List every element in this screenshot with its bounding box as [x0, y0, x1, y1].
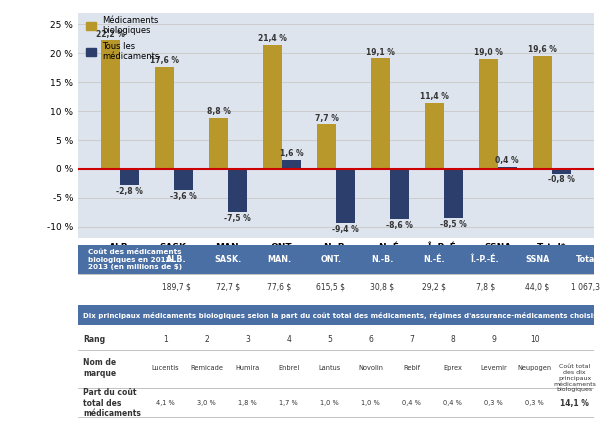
Text: Dix principaux médicaments biologiques selon la part du coût total des médicamen: Dix principaux médicaments biologiques s… — [83, 311, 600, 319]
Text: Part du coût
total des
médicaments: Part du coût total des médicaments — [83, 388, 141, 418]
Text: 17,6 %: 17,6 % — [151, 57, 179, 65]
Text: Nom de
marque: Nom de marque — [83, 358, 116, 378]
Text: -2,8 %: -2,8 % — [116, 187, 143, 196]
Text: 0,3 %: 0,3 % — [484, 400, 503, 406]
Text: 3: 3 — [245, 335, 250, 344]
Text: 44,0 $: 44,0 $ — [525, 282, 550, 291]
Bar — [101, 41, 121, 169]
Text: 8: 8 — [451, 335, 455, 344]
Text: 189,7 $: 189,7 $ — [161, 282, 190, 291]
Text: Total*: Total* — [576, 255, 600, 265]
Text: N.-B.: N.-B. — [371, 255, 394, 265]
Text: Humira: Humira — [236, 365, 260, 371]
Bar — [533, 56, 551, 169]
Text: 29,2 $: 29,2 $ — [422, 282, 446, 291]
Text: 5: 5 — [327, 335, 332, 344]
Text: -0,8 %: -0,8 % — [548, 176, 575, 184]
Text: Remicade: Remicade — [190, 365, 223, 371]
Text: 1,0 %: 1,0 % — [361, 400, 380, 406]
Text: 72,7 $: 72,7 $ — [215, 282, 240, 291]
Text: MAN.: MAN. — [267, 255, 292, 265]
Text: 0,4 %: 0,4 % — [443, 400, 462, 406]
Text: 19,1 %: 19,1 % — [366, 48, 395, 57]
Text: 77,6 $: 77,6 $ — [267, 282, 292, 291]
Bar — [479, 59, 498, 169]
Text: 19,0 %: 19,0 % — [474, 48, 503, 57]
Bar — [121, 169, 139, 185]
Bar — [317, 124, 336, 169]
Text: Î.-P.-É.: Î.-P.-É. — [472, 255, 500, 265]
Text: 0,4 %: 0,4 % — [402, 400, 421, 406]
Text: 1,6 %: 1,6 % — [280, 149, 304, 158]
Text: 1,0 %: 1,0 % — [320, 400, 339, 406]
Text: 1 067,3 $: 1 067,3 $ — [571, 282, 600, 291]
Bar — [425, 103, 444, 169]
Text: SSNA: SSNA — [525, 255, 550, 265]
Bar — [282, 160, 301, 169]
Legend: Médicaments
biologiques, Tous les
médicaments: Médicaments biologiques, Tous les médica… — [82, 12, 163, 65]
Bar — [174, 169, 193, 190]
Text: Lantus: Lantus — [319, 365, 341, 371]
Text: -8,6 %: -8,6 % — [386, 221, 413, 230]
Text: 7,7 %: 7,7 % — [314, 114, 338, 123]
Text: 14,1 %: 14,1 % — [560, 399, 589, 408]
Text: 2: 2 — [204, 335, 209, 344]
Bar — [390, 169, 409, 219]
Text: Rang: Rang — [83, 335, 105, 344]
Bar — [551, 169, 571, 173]
Text: ONT.: ONT. — [320, 255, 341, 265]
Bar — [78, 274, 594, 298]
Text: 3,0 %: 3,0 % — [197, 400, 216, 406]
Text: Enbrel: Enbrel — [278, 365, 299, 371]
Text: 8,8 %: 8,8 % — [207, 107, 230, 116]
Text: 11,4 %: 11,4 % — [420, 92, 449, 101]
Text: -7,5 %: -7,5 % — [224, 214, 251, 223]
Text: Novolin: Novolin — [358, 365, 383, 371]
Text: 0,3 %: 0,3 % — [526, 400, 544, 406]
Text: 4: 4 — [286, 335, 291, 344]
Text: 30,8 $: 30,8 $ — [370, 282, 395, 291]
Text: -3,6 %: -3,6 % — [170, 192, 197, 200]
Bar — [336, 169, 355, 223]
Bar — [228, 169, 247, 212]
Text: 19,6 %: 19,6 % — [528, 45, 557, 54]
Bar — [78, 305, 594, 325]
Text: 10: 10 — [530, 335, 539, 344]
Text: Rebif: Rebif — [403, 365, 420, 371]
Bar — [444, 169, 463, 218]
Text: N.-É.: N.-É. — [423, 255, 445, 265]
Text: 1: 1 — [163, 335, 168, 344]
Text: 1,7 %: 1,7 % — [279, 400, 298, 406]
Text: 1,8 %: 1,8 % — [238, 400, 257, 406]
Text: Neupogen: Neupogen — [518, 365, 552, 371]
Text: -8,5 %: -8,5 % — [440, 220, 467, 229]
Bar — [155, 67, 174, 169]
Text: Eprex: Eprex — [443, 365, 462, 371]
Text: 21,4 %: 21,4 % — [258, 34, 287, 43]
Text: 22,2 %: 22,2 % — [97, 30, 125, 39]
Bar — [371, 58, 390, 169]
Text: 6: 6 — [368, 335, 373, 344]
Bar — [263, 45, 282, 169]
Bar — [209, 118, 228, 169]
Bar — [78, 245, 594, 274]
Text: -9,4 %: -9,4 % — [332, 225, 359, 234]
Text: 4,1 %: 4,1 % — [156, 400, 175, 406]
Text: 7,8 $: 7,8 $ — [476, 282, 495, 291]
Text: 615,5 $: 615,5 $ — [316, 282, 346, 291]
Text: 9: 9 — [491, 335, 496, 344]
Text: ALB.: ALB. — [166, 255, 187, 265]
Text: Levemir: Levemir — [481, 365, 507, 371]
Text: Lucentis: Lucentis — [152, 365, 179, 371]
Text: 7: 7 — [409, 335, 414, 344]
Text: Coût des médicaments
biologiques en 2012-
2013 (en millions de $): Coût des médicaments biologiques en 2012… — [88, 249, 182, 271]
Bar — [498, 167, 517, 169]
Text: 0,4 %: 0,4 % — [496, 156, 519, 165]
Text: Coût total
des dix
principaux
médicaments
biologiques: Coût total des dix principaux médicament… — [553, 364, 596, 392]
Text: SASK.: SASK. — [214, 255, 241, 265]
